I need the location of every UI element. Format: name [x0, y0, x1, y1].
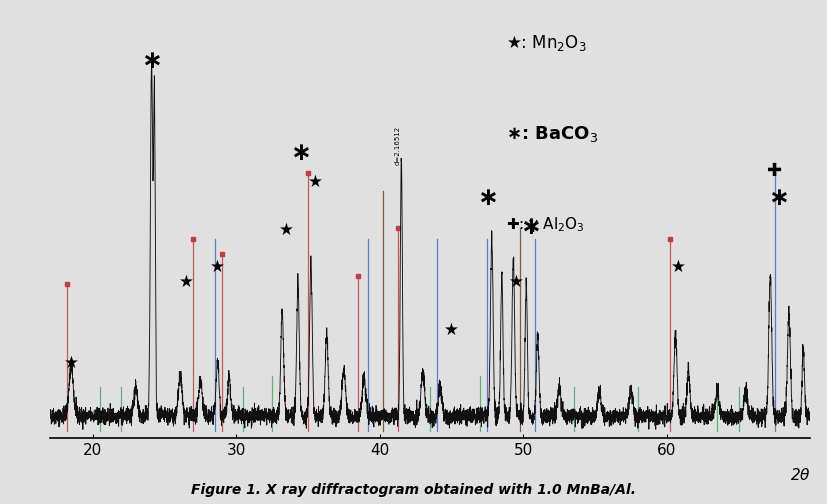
Text: ★: ★ [444, 321, 459, 339]
Text: ∗: BaCO$_3$: ∗: BaCO$_3$ [506, 124, 598, 144]
Text: ✚: ✚ [767, 162, 782, 180]
Text: ★: ★ [279, 221, 294, 239]
Text: 2$\theta$: 2$\theta$ [790, 467, 810, 483]
Text: d=2.16512: d=2.16512 [394, 127, 408, 165]
Text: ★: ★ [509, 273, 523, 291]
Text: ★: ★ [210, 258, 225, 276]
Text: ∗: ∗ [290, 142, 311, 165]
Text: ★: ★ [64, 354, 79, 372]
Text: ★: ★ [308, 173, 323, 191]
Text: ★: ★ [179, 273, 194, 291]
Text: ★: ★ [671, 258, 686, 276]
Text: ★: Mn$_2$O$_3$: ★: Mn$_2$O$_3$ [506, 33, 586, 53]
Text: ∗: ∗ [477, 185, 498, 210]
Text: ∗: ∗ [520, 215, 541, 239]
Text: Figure 1. X ray diffractogram obtained with 1.0 MnBa/Al.: Figure 1. X ray diffractogram obtained w… [191, 483, 636, 497]
Text: ∗: ∗ [768, 185, 790, 210]
Text: ✚: γ Al$_2$O$_3$: ✚: γ Al$_2$O$_3$ [506, 215, 585, 234]
Text: ∗: ∗ [141, 49, 162, 73]
